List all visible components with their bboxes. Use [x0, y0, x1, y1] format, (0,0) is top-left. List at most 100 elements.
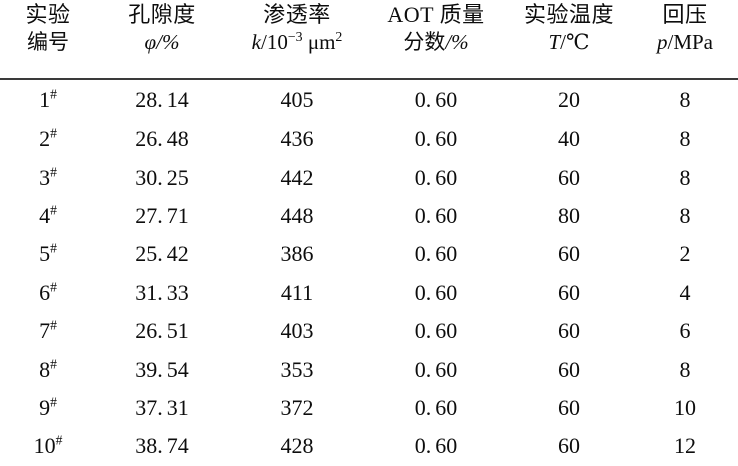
sample-id-number: 3	[39, 164, 51, 190]
table-row: 10# 38. 74 428 0. 60 60 12	[0, 427, 738, 465]
cell-permeability: 411	[280, 279, 314, 305]
cell-porosity: 27. 71	[96, 197, 228, 235]
aot-integer: 0	[414, 318, 426, 344]
slash-temperature: /	[560, 30, 567, 54]
cell-permeability: 403	[280, 318, 314, 344]
symbol-t: T	[548, 30, 561, 54]
porosity-decimal: 31	[166, 394, 189, 420]
column-header-back-pressure: 回压 p/MPa	[632, 0, 738, 79]
decimal-point: .	[425, 318, 432, 344]
exponent-minus-three: −3	[287, 29, 303, 44]
aot-decimal: 60	[435, 126, 458, 152]
porosity-integer: 26	[135, 318, 158, 344]
cell-temperature: 80	[558, 202, 580, 228]
cell-temperature: 60	[558, 241, 580, 267]
cell-sample-id: 1#	[0, 79, 96, 120]
header-unit-porosity: φ/%	[96, 32, 228, 53]
aot-integer: 0	[414, 202, 426, 228]
table-row: 5# 25. 42 386 0. 60 60 2	[0, 235, 738, 273]
sample-id-number: 5	[39, 241, 51, 267]
header-label-porosity: 孔隙度	[128, 2, 196, 27]
cell-permeability: 436	[280, 126, 314, 152]
aot-decimal: 60	[435, 433, 458, 459]
porosity-integer: 31	[135, 279, 158, 305]
porosity-integer: 26	[135, 126, 158, 152]
cell-back-pressure: 8	[679, 164, 691, 190]
header-unit-permeability: k/10−3 μm2	[228, 29, 366, 54]
cell-sample-id: 3#	[0, 158, 96, 196]
sample-id-hash: #	[50, 317, 57, 333]
cell-temperature: 60	[558, 318, 580, 344]
aot-decimal: 60	[435, 279, 458, 305]
base-ten: 10	[266, 30, 288, 54]
decimal-point: .	[425, 164, 432, 190]
cell-aot-mass-fraction: 0. 60	[366, 389, 506, 427]
table-row: 9# 37. 31 372 0. 60 60 10	[0, 389, 738, 427]
header-unit-back-pressure: p/MPa	[632, 32, 738, 53]
porosity-decimal: 25	[166, 164, 189, 190]
aot-decimal: 60	[435, 202, 458, 228]
symbol-phi: φ	[144, 30, 157, 54]
sample-id-hash: #	[50, 164, 57, 180]
table-body: 1# 28. 14 405 0. 60 20 8 2# 26. 48 436 0. 60 40 8 3# 30. 2…	[0, 79, 738, 466]
porosity-decimal: 54	[166, 356, 189, 382]
cell-porosity: 30. 25	[96, 158, 228, 196]
decimal-point: .	[425, 394, 432, 420]
porosity-integer: 38	[135, 433, 158, 459]
cell-porosity: 26. 51	[96, 312, 228, 350]
table-row: 4# 27. 71 448 0. 60 80 8	[0, 197, 738, 235]
porosity-decimal: 51	[166, 318, 189, 344]
table-row: 1# 28. 14 405 0. 60 20 8	[0, 79, 738, 120]
header-label-temperature: 实验温度	[523, 2, 614, 27]
decimal-point: .	[425, 433, 432, 459]
cell-aot-mass-fraction: 0. 60	[366, 235, 506, 273]
decimal-point: .	[157, 433, 163, 459]
cell-aot-mass-fraction: 0. 60	[366, 427, 506, 465]
decimal-point: .	[157, 279, 163, 305]
decimal-point: .	[425, 87, 432, 112]
decimal-point: .	[425, 279, 432, 305]
sample-id-number: 9	[39, 394, 51, 420]
sample-id-hash: #	[50, 202, 57, 218]
sample-id-number: 1	[39, 87, 51, 112]
header-label-sample-id-line1: 实验	[25, 2, 71, 27]
sample-id-number: 6	[39, 279, 51, 305]
decimal-point: .	[157, 164, 163, 190]
unit-celsius: ℃	[566, 30, 590, 54]
aot-decimal: 60	[435, 241, 458, 267]
cell-back-pressure: 8	[679, 126, 691, 152]
sample-id-hash: #	[50, 125, 57, 141]
aot-integer: 0	[414, 126, 426, 152]
porosity-decimal: 42	[166, 241, 189, 267]
sample-id-number: 7	[39, 318, 51, 344]
cell-permeability: 386	[280, 241, 314, 267]
decimal-point: .	[157, 318, 163, 344]
decimal-point: .	[425, 356, 432, 382]
aot-decimal: 60	[435, 87, 458, 112]
cell-temperature: 20	[558, 87, 580, 112]
porosity-integer: 28	[135, 87, 158, 112]
decimal-point: .	[425, 202, 432, 228]
cell-back-pressure: 6	[679, 318, 691, 344]
sample-id-number: 10	[33, 433, 56, 459]
header-unit-temperature: T/℃	[506, 32, 632, 53]
porosity-decimal: 33	[166, 279, 189, 305]
table-header: 实验 编号 孔隙度 φ/% 渗透率 k/10−3 μm2 AOT 质量 分数/%…	[0, 0, 738, 79]
cell-temperature: 60	[558, 356, 580, 382]
decimal-point: .	[157, 126, 163, 152]
aot-integer: 0	[414, 87, 426, 112]
porosity-integer: 25	[135, 241, 158, 267]
cell-sample-id: 4#	[0, 197, 96, 235]
porosity-integer: 39	[135, 356, 158, 382]
cell-permeability: 405	[280, 87, 314, 112]
symbol-p: p	[656, 30, 668, 54]
cell-sample-id: 6#	[0, 274, 96, 312]
aot-integer: 0	[414, 241, 426, 267]
porosity-decimal: 71	[166, 202, 189, 228]
header-label-sample-id-line2: 编号	[27, 30, 69, 54]
cell-porosity: 28. 14	[96, 79, 228, 120]
decimal-point: .	[157, 202, 163, 228]
cell-sample-id: 2#	[0, 120, 96, 158]
